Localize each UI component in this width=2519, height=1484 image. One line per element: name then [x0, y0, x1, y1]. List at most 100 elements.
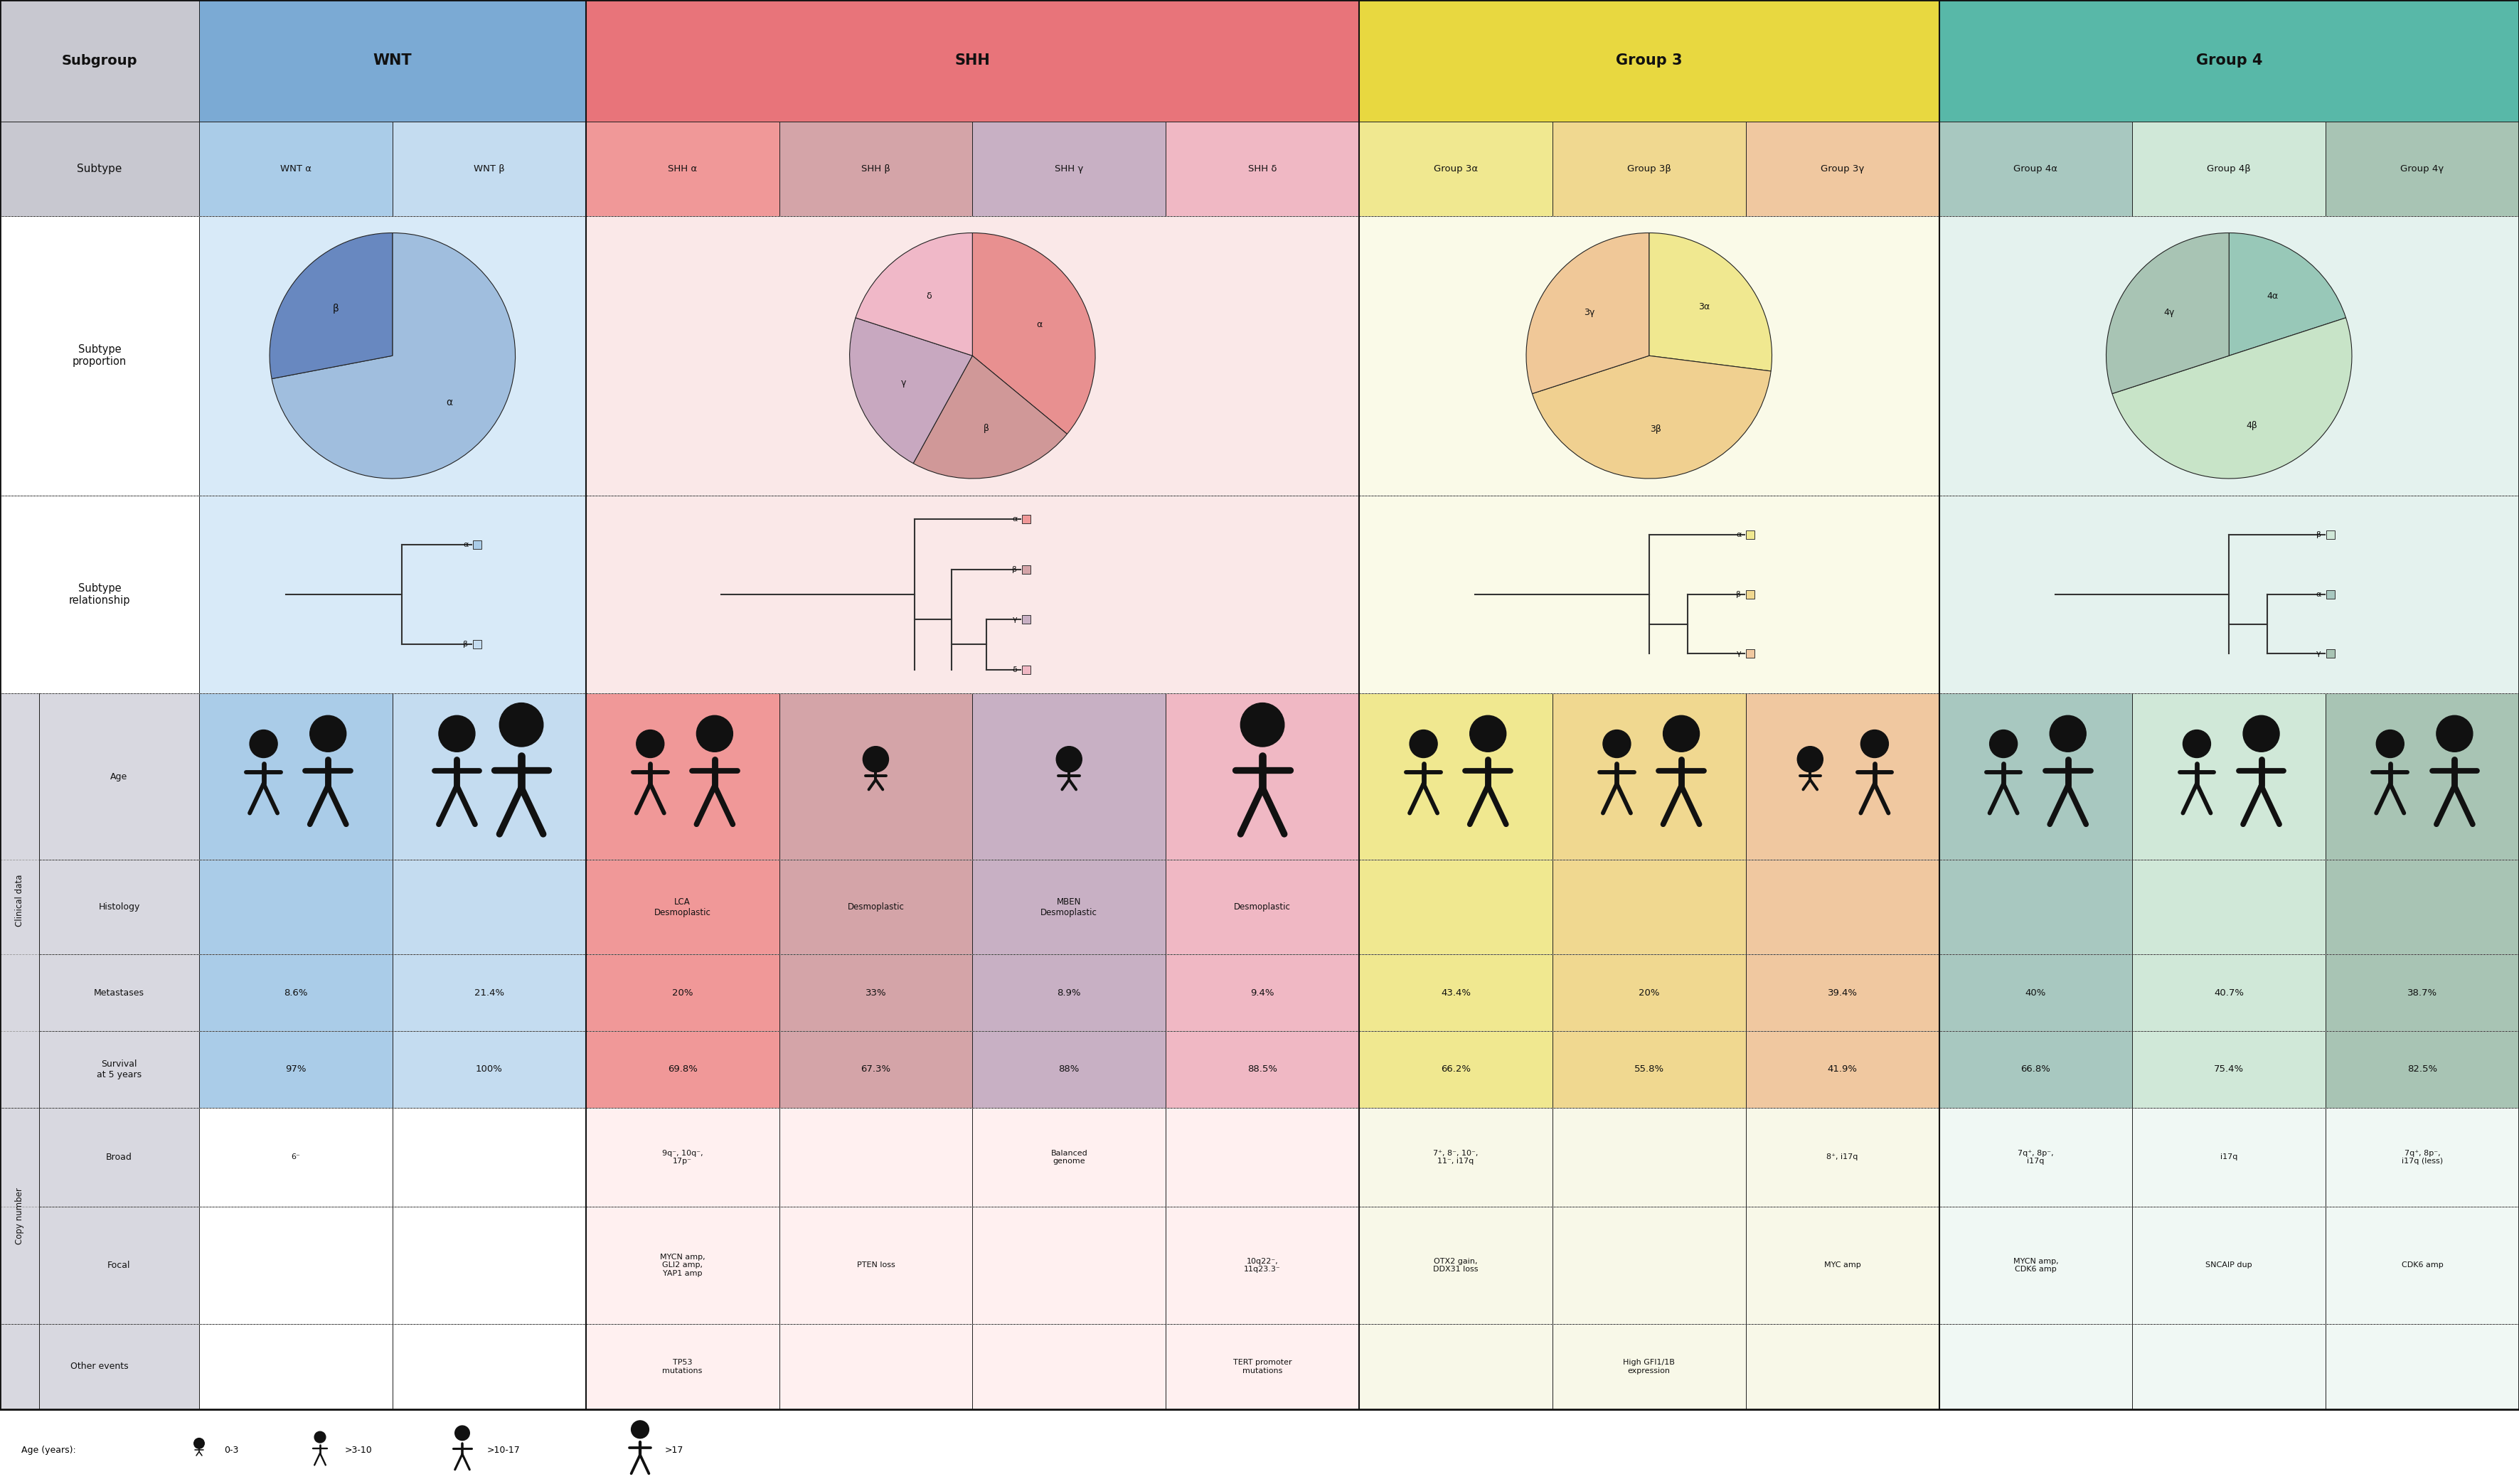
- Text: 40.7%: 40.7%: [2214, 988, 2244, 997]
- Bar: [972, 1324, 1166, 1410]
- Bar: [972, 861, 1166, 954]
- Text: Age: Age: [111, 772, 128, 782]
- Bar: [0, 0, 199, 122]
- Bar: [1746, 591, 1756, 598]
- Wedge shape: [2106, 233, 2229, 393]
- Text: Focal: Focal: [108, 1260, 131, 1270]
- Bar: [1552, 1107, 1746, 1206]
- Text: SHH α: SHH α: [668, 165, 698, 174]
- Bar: [1940, 861, 2134, 954]
- Bar: [1360, 496, 1940, 693]
- Bar: [1166, 122, 1360, 217]
- Text: Subtype
relationship: Subtype relationship: [68, 583, 131, 605]
- Text: Group 3β: Group 3β: [1627, 165, 1670, 174]
- Text: SNCAIP dup: SNCAIP dup: [2207, 1261, 2252, 1269]
- Bar: [40, 1206, 199, 1324]
- Bar: [1166, 1324, 1360, 1410]
- Text: TP53
mutations: TP53 mutations: [662, 1359, 703, 1374]
- Bar: [40, 954, 199, 1031]
- Text: Balanced
genome: Balanced genome: [1050, 1150, 1088, 1165]
- Bar: [778, 693, 972, 861]
- Text: α: α: [1013, 515, 1018, 522]
- Text: Group 4α: Group 4α: [2013, 165, 2058, 174]
- Bar: [199, 1324, 393, 1410]
- Bar: [199, 1031, 393, 1107]
- Bar: [1023, 665, 1030, 674]
- Bar: [1940, 954, 2134, 1031]
- Bar: [1552, 1324, 1746, 1410]
- Text: Subgroup: Subgroup: [60, 53, 139, 68]
- Text: Desmoplastic: Desmoplastic: [1234, 902, 1290, 911]
- Wedge shape: [1650, 233, 1771, 371]
- Bar: [2134, 954, 2325, 1031]
- Text: 33%: 33%: [864, 988, 887, 997]
- Circle shape: [1663, 715, 1700, 752]
- Circle shape: [1055, 746, 1083, 772]
- Circle shape: [2436, 715, 2474, 752]
- Bar: [2325, 1206, 2519, 1324]
- Bar: [1166, 954, 1360, 1031]
- Bar: [40, 1107, 199, 1206]
- Bar: [972, 1107, 1166, 1206]
- Bar: [1360, 122, 1552, 217]
- Bar: [2134, 122, 2325, 217]
- Text: α: α: [2315, 591, 2320, 598]
- Bar: [393, 1031, 587, 1107]
- Text: 97%: 97%: [285, 1064, 307, 1074]
- Circle shape: [249, 730, 277, 758]
- Text: β: β: [2315, 531, 2320, 539]
- Text: 8.6%: 8.6%: [285, 988, 307, 997]
- Bar: [1552, 1206, 1746, 1324]
- Text: 3α: 3α: [1698, 303, 1710, 312]
- Bar: [1746, 122, 1940, 217]
- Bar: [587, 217, 1360, 496]
- Text: α: α: [1736, 531, 1741, 539]
- Text: 7⁺, 8⁻, 10⁻,
11⁻, i17q: 7⁺, 8⁻, 10⁻, 11⁻, i17q: [1433, 1150, 1479, 1165]
- Text: Histology: Histology: [98, 902, 141, 911]
- Text: SHH β: SHH β: [861, 165, 889, 174]
- Bar: [1940, 1031, 2134, 1107]
- Bar: [0, 1107, 40, 1324]
- Bar: [393, 1324, 587, 1410]
- Bar: [1746, 861, 1940, 954]
- Text: CDK6 amp: CDK6 amp: [2401, 1261, 2443, 1269]
- Text: 88%: 88%: [1058, 1064, 1081, 1074]
- Text: β: β: [333, 304, 338, 313]
- Bar: [972, 1031, 1166, 1107]
- Bar: [2325, 1324, 2519, 1410]
- Text: 66.8%: 66.8%: [2020, 1064, 2050, 1074]
- Text: Survival
at 5 years: Survival at 5 years: [96, 1060, 141, 1079]
- Bar: [1360, 693, 1552, 861]
- Text: SHH δ: SHH δ: [1247, 165, 1277, 174]
- Bar: [2325, 591, 2335, 598]
- Text: 41.9%: 41.9%: [1826, 1064, 1857, 1074]
- Text: PTEN loss: PTEN loss: [856, 1261, 894, 1269]
- Text: WNT: WNT: [373, 53, 413, 68]
- Text: 100%: 100%: [476, 1064, 504, 1074]
- Bar: [1552, 954, 1746, 1031]
- Bar: [199, 693, 393, 861]
- Bar: [1552, 122, 1746, 217]
- Text: 66.2%: 66.2%: [1441, 1064, 1471, 1074]
- Text: High GFI1/1B
expression: High GFI1/1B expression: [1622, 1359, 1675, 1374]
- Circle shape: [1862, 730, 1889, 758]
- Bar: [1940, 122, 2134, 217]
- Text: 0-3: 0-3: [224, 1445, 239, 1454]
- Bar: [587, 1206, 778, 1324]
- Wedge shape: [972, 233, 1096, 433]
- Bar: [778, 1031, 972, 1107]
- Bar: [2134, 1107, 2325, 1206]
- Wedge shape: [849, 318, 972, 463]
- Text: MYC amp: MYC amp: [1824, 1261, 1862, 1269]
- Bar: [587, 1107, 778, 1206]
- Bar: [2325, 861, 2519, 954]
- Bar: [2325, 1107, 2519, 1206]
- Text: 4β: 4β: [2247, 421, 2257, 430]
- Text: Group 3α: Group 3α: [1433, 165, 1479, 174]
- Bar: [393, 693, 587, 861]
- Bar: [2134, 1206, 2325, 1324]
- Text: Group 4β: Group 4β: [2207, 165, 2252, 174]
- Text: 67.3%: 67.3%: [861, 1064, 892, 1074]
- Text: 43.4%: 43.4%: [1441, 988, 1471, 997]
- Bar: [587, 122, 778, 217]
